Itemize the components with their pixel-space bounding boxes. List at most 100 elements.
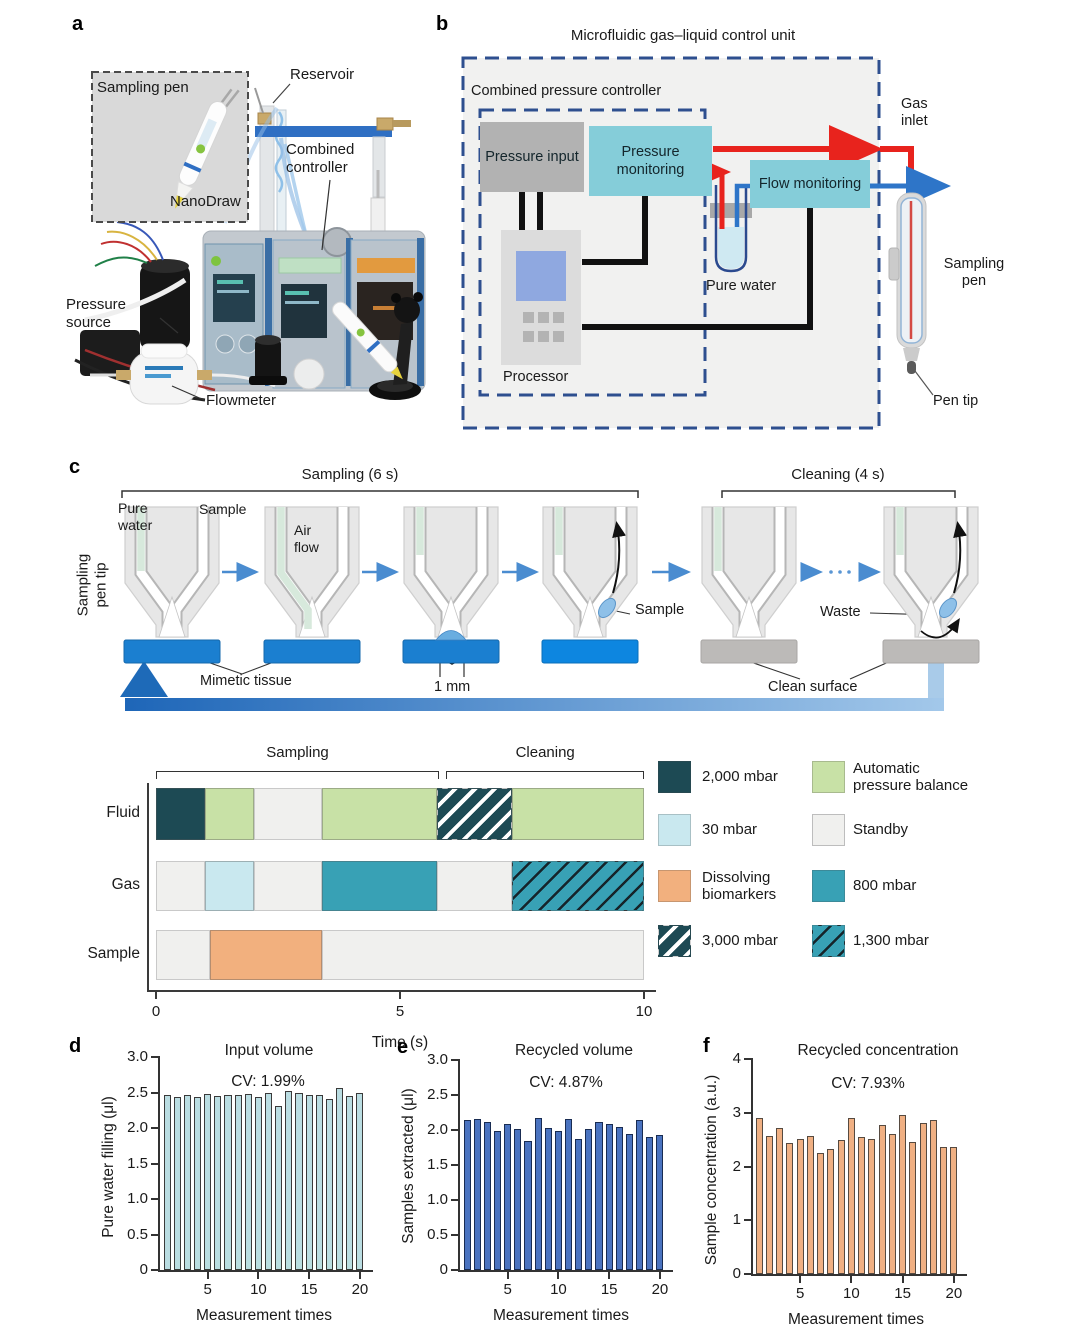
y-tick-label: 2: [732, 1157, 741, 1175]
dash-dot: [838, 570, 842, 574]
chart-e-title: Recycled volume: [514, 1042, 634, 1059]
timeline-segment-auto_balance: [204, 788, 254, 840]
y-tick: [744, 1058, 751, 1060]
pressure-monitoring-box: Pressure monitoring: [589, 126, 712, 196]
legend-swatch-800_mbar: [812, 870, 845, 902]
pen-tip-illustration: [263, 506, 361, 664]
chart-f-title: Recycled concentration: [797, 1042, 959, 1059]
bar: [868, 1138, 876, 1274]
flowmeter-leader: [171, 385, 205, 401]
cleaning-phase-label: Cleaning (4 s): [791, 466, 885, 483]
recycled-volume-y-axis: [458, 1059, 460, 1272]
y-tick-label: 0: [732, 1265, 741, 1282]
fitting-handle: [393, 120, 411, 127]
legend-swatch-2000_mbar: [658, 761, 691, 793]
timeline-tick-label: 0: [151, 1003, 161, 1020]
bar: [565, 1118, 573, 1270]
bar: [847, 1118, 855, 1274]
bar: [909, 1141, 917, 1274]
timeline-segment-auto_balance: [321, 788, 437, 840]
product-name: NanoDraw: [170, 193, 241, 210]
bar: [483, 1122, 491, 1270]
clean-surface-block: [700, 639, 798, 664]
bar: [878, 1125, 886, 1274]
reservoir-needle: [254, 87, 264, 114]
y-tick-label: 1: [732, 1211, 741, 1229]
processor-screen: [516, 251, 566, 301]
rack-blue-bar: [255, 126, 392, 137]
bar: [193, 1096, 202, 1270]
x-tick-label: 15: [894, 1285, 911, 1302]
timeline-segment-standby: [253, 861, 322, 911]
y-tick-label: 3: [732, 1103, 741, 1121]
screen-text-line: [217, 280, 243, 284]
y-tick-label: 2.5: [127, 1083, 148, 1101]
x-tick: [358, 1272, 361, 1279]
bar: [796, 1139, 804, 1274]
legend-swatch-dissolving: [658, 870, 691, 902]
scale-marker-label: 1 mm: [434, 679, 471, 695]
panel-a-label: a: [72, 13, 84, 35]
bar: [817, 1152, 825, 1274]
control-unit-diagram: [461, 56, 951, 430]
sampling-pen-label: Sampling pen: [943, 256, 1005, 290]
phase-label: Cleaning: [515, 744, 575, 761]
bar: [534, 1118, 542, 1270]
blue-divider: [417, 238, 424, 386]
y-tick: [744, 1111, 751, 1114]
legend-label: Standby: [853, 821, 909, 838]
flowmeter-fitting: [116, 370, 131, 380]
clean-surface-block: [882, 639, 980, 664]
y-tick-label: 2.5: [427, 1086, 448, 1103]
pen-tip-illustration: [541, 506, 639, 664]
timeline-row-label: Fluid: [106, 804, 140, 821]
pen-tip-leader: [914, 370, 934, 396]
legend-label: Automatic pressure balance: [853, 760, 969, 795]
y-tick: [151, 1091, 158, 1094]
chart-d-xlabel: Measurement times: [195, 1307, 333, 1324]
key: [538, 312, 549, 323]
mimetic-tissue-label: Mimetic tissue: [200, 673, 292, 689]
fitting-right: [376, 117, 394, 131]
timeline-row-label: Gas: [111, 876, 140, 893]
flowmeter-fitting: [197, 370, 212, 380]
x-tick-label: 5: [203, 1281, 212, 1298]
upward-flow-arrow: [612, 521, 626, 594]
mimetic-tissue-block: [541, 639, 639, 664]
pure-water-column: [277, 507, 312, 629]
x-tick: [658, 1272, 661, 1279]
dial: [238, 334, 258, 354]
bar: [765, 1135, 773, 1274]
white-cable: [84, 277, 187, 323]
orange-label-strip: [357, 258, 415, 273]
key: [538, 331, 549, 342]
timeline-tick-label: 5: [395, 1003, 405, 1020]
recycled-volume-x-axis: [458, 1270, 673, 1272]
legend-swatch-standby: [812, 814, 845, 846]
bar: [806, 1136, 814, 1274]
bar: [585, 1129, 593, 1270]
screen-text-line: [285, 301, 319, 304]
bar: [950, 1146, 958, 1274]
bar: [636, 1120, 644, 1270]
timeline-segment-standby: [253, 788, 322, 840]
inset-title: Sampling pen: [97, 79, 189, 96]
black-knob: [255, 340, 281, 380]
wire-green: [94, 256, 148, 267]
bar: [473, 1118, 481, 1270]
bar: [504, 1123, 512, 1270]
knob-top: [255, 335, 281, 345]
x-tick: [506, 1272, 509, 1279]
pen-body: [124, 506, 220, 638]
timeline-tick-label: 10: [635, 1003, 653, 1020]
bar: [605, 1123, 613, 1270]
sampling-sequence: [120, 490, 980, 711]
bar: [214, 1096, 222, 1270]
y-tick-label: 1.5: [427, 1156, 448, 1173]
key: [523, 312, 534, 323]
cylinder-top: [141, 259, 189, 273]
controller-box-label: Combined pressure controller: [471, 83, 662, 99]
bar: [254, 1097, 262, 1270]
pen-tip-illustration: [882, 506, 980, 664]
combined-pressure-controller-box: [478, 108, 707, 397]
